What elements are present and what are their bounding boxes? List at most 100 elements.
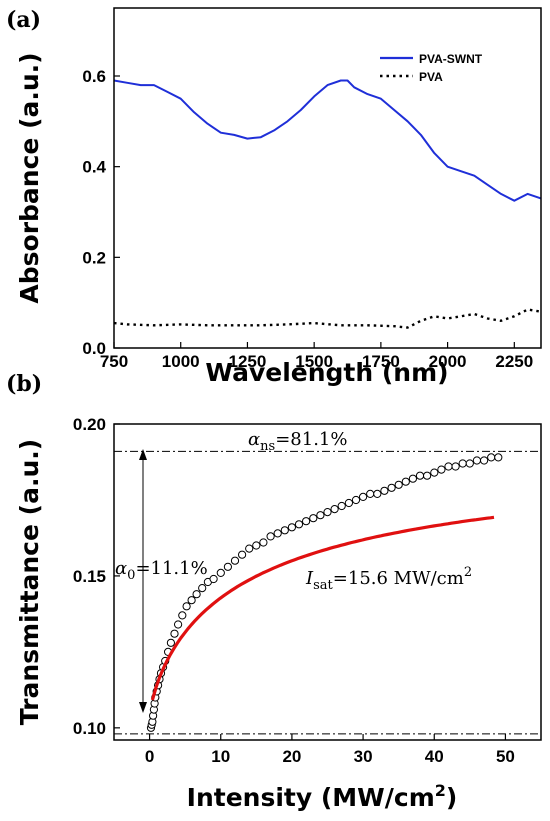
x-tick-label: 2250 [495, 352, 533, 371]
panel-b: (b) 0 10 20 30 40 50 0.100.150.20 αns=81.1% α… [6, 371, 542, 812]
x-tick-label: 40 [425, 747, 444, 766]
data-point [252, 541, 261, 550]
y-tick-label: 0.0 [82, 339, 106, 358]
data-point [192, 590, 201, 599]
data-point [394, 480, 403, 489]
panel-b-label: (b) [6, 371, 42, 397]
data-point [302, 517, 311, 526]
legend-label-pva: PVA [419, 70, 443, 84]
x-tick-label: 30 [354, 747, 373, 766]
x-tick-label: 750 [100, 352, 128, 371]
panel-b-plot-area [114, 450, 541, 735]
data-point [187, 596, 196, 605]
data-point [273, 529, 282, 538]
isat-annotation: Isat=15.6 MW/cm2 [305, 565, 472, 593]
alpha-ns-value: =81.1% [275, 429, 347, 450]
panel-a-y-axis-title: Absorbance (a.u.) [15, 52, 44, 303]
y-tick-label: 0.15 [73, 567, 106, 586]
arrow-head-up [139, 449, 147, 460]
isat-symbol: I [305, 568, 314, 589]
y-tick-label: 0.20 [73, 415, 106, 434]
data-point [444, 462, 453, 471]
data-point [465, 459, 474, 468]
alpha-ns-subscript: ns [260, 439, 275, 454]
panel-b-x-axis-title: Intensity (MW/cm2) [187, 781, 458, 812]
x-tick-label: 1500 [295, 352, 333, 371]
panel-b-x-axis-title-sup: 2 [435, 781, 446, 800]
data-point [259, 538, 268, 547]
data-point [174, 620, 183, 629]
data-point [223, 562, 232, 571]
arrow-head-down [139, 702, 147, 713]
x-tick-label: 2000 [429, 352, 467, 371]
panel-a-x-ticks: 750 1000 1250 1500 1750 2000 2250 [100, 342, 533, 371]
isat-value: =15.6 MW/cm [333, 568, 464, 589]
x-tick-label: 20 [282, 747, 301, 766]
data-point [209, 574, 218, 584]
series-line-pva [113, 308, 542, 329]
data-point [423, 471, 432, 480]
panel-b-x-axis-title-end: ) [446, 783, 457, 812]
data-point [408, 474, 417, 483]
data-point [230, 556, 240, 565]
data-point [330, 505, 339, 514]
data-point [337, 501, 346, 511]
data-point [238, 550, 247, 559]
data-point [437, 465, 446, 474]
data-point [458, 459, 467, 468]
panel-b-y-axis-title: Transmittance (a.u.) [15, 439, 44, 725]
alpha-ns-annotation: αns=81.1% [248, 429, 347, 454]
data-point [316, 511, 325, 520]
data-point [287, 523, 296, 532]
data-point [280, 526, 289, 535]
data-point [380, 486, 389, 495]
x-tick-label: 0 [145, 747, 154, 766]
x-tick-label: 1750 [362, 352, 400, 371]
data-point [451, 462, 460, 471]
x-tick-label: 10 [211, 747, 230, 766]
panel-b-x-ticks: 0 10 20 30 40 50 [145, 734, 515, 766]
data-point [344, 498, 353, 508]
panel-b-frame [113, 423, 542, 741]
data-point [294, 520, 304, 529]
alpha-0-subscript: 0 [127, 568, 135, 583]
data-point [494, 453, 503, 462]
isat-superscript: 2 [464, 565, 472, 580]
panel-a-frame [113, 7, 542, 349]
data-point [166, 638, 175, 647]
y-tick-label: 0.6 [82, 67, 106, 86]
data-point [323, 507, 332, 517]
data-point [359, 492, 368, 501]
data-point [480, 456, 489, 465]
panel-b-x-axis-title-main: Intensity (MW/cm [187, 783, 435, 812]
panel-a-label: (a) [6, 7, 41, 33]
panel-b-y-ticks: 0.10 0.15 0.20 [73, 415, 120, 738]
y-tick-label: 0.10 [73, 719, 106, 738]
data-point [472, 456, 481, 465]
data-point [387, 483, 396, 492]
panel-a: (a) 750 1000 1250 1500 1750 2000 2250 0.00.20.… [6, 7, 542, 387]
alpha-ns-symbol: α [248, 429, 260, 450]
panel-a-x-axis-title: Wavelength (nm) [205, 358, 448, 387]
data-point [266, 532, 275, 541]
data-point [487, 453, 496, 462]
isat-subscript: sat [313, 578, 333, 593]
y-tick-label: 0.4 [82, 158, 106, 177]
x-tick-label: 1000 [162, 352, 200, 371]
data-point [373, 489, 382, 498]
data-point [309, 514, 318, 523]
alpha-0-annotation: α0=11.1% [115, 558, 208, 583]
panel-a-y-ticks: 0.0 0.2 0.4 0.6 [82, 67, 120, 358]
data-point [401, 477, 410, 486]
alpha-0-symbol: α [115, 558, 127, 579]
data-point [366, 489, 375, 498]
data-point [415, 471, 425, 480]
data-point [430, 468, 439, 477]
data-point [216, 568, 225, 578]
data-point [198, 584, 207, 593]
data-point [182, 602, 191, 611]
alpha-0-value: =11.1% [135, 558, 207, 579]
data-point [178, 611, 187, 620]
series-line-pva-swnt [113, 79, 542, 202]
